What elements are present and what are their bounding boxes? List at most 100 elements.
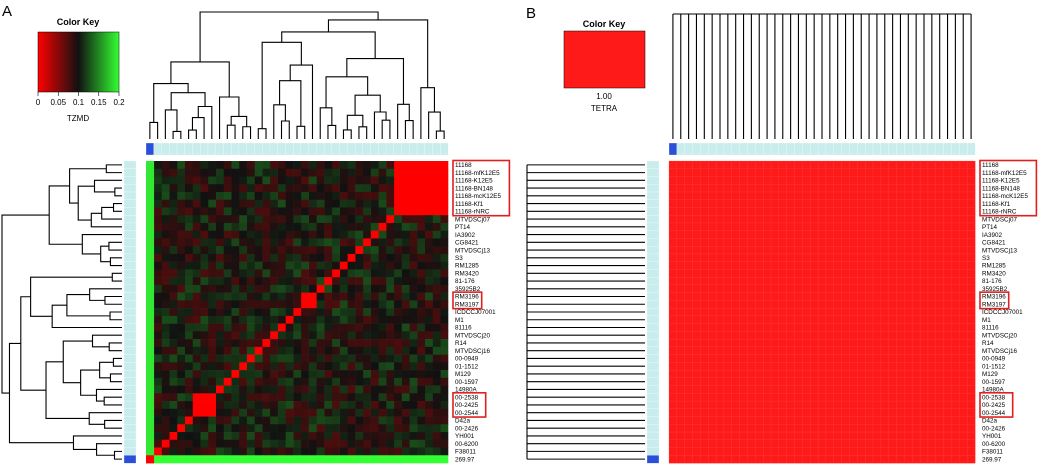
heatmap-a-cell <box>161 161 170 170</box>
heatmap-b-cell <box>700 362 709 371</box>
heatmap-b-cell <box>833 354 843 363</box>
heatmap-a-row-label: PT14 <box>455 224 471 231</box>
heatmap-b-cell <box>904 176 913 185</box>
heatmap-b-cell <box>912 199 921 208</box>
heatmap-a-cell <box>401 168 410 177</box>
heatmap-b-cell <box>731 431 741 441</box>
heatmap-b-row-label: 00-2425 <box>982 402 1006 409</box>
heatmap-b-cell <box>935 269 945 278</box>
heatmap-a-cell <box>207 215 216 224</box>
heatmap-a-cell <box>223 308 232 317</box>
heatmap-a-cell <box>262 215 271 224</box>
heatmap-a-cell <box>254 308 263 317</box>
heatmap-b-cell <box>880 277 890 286</box>
heatmap-a-cell <box>370 455 379 464</box>
heatmap-a-cell <box>238 315 247 324</box>
heatmap-b-cell <box>857 176 866 185</box>
heatmap-b-cell <box>770 199 780 208</box>
heatmap-b-cell <box>833 308 843 317</box>
heatmap-a-cell <box>176 339 186 348</box>
heatmap-a-cell <box>424 447 433 456</box>
heatmap-b-cell <box>731 269 741 278</box>
heatmap-a-cell <box>355 261 364 270</box>
heatmap-b-cell <box>755 253 764 263</box>
heatmap-a-cell <box>308 401 317 410</box>
heatmap-a-cell <box>215 253 224 262</box>
heatmap-a-cell <box>269 300 278 309</box>
heatmap-b-cell <box>802 269 811 278</box>
heatmap-b-cell <box>904 230 913 239</box>
row-side-color <box>646 338 660 348</box>
heatmap-b-cell <box>865 431 874 441</box>
heatmap-b-cell <box>872 246 882 255</box>
heatmap-b-cell <box>888 424 897 433</box>
heatmap-b-cell <box>872 424 882 433</box>
heatmap-b-cell <box>927 176 937 185</box>
heatmap-a-cell <box>200 370 209 379</box>
heatmap-a-cell <box>207 284 216 293</box>
heatmap-b-cell <box>684 400 693 410</box>
heatmap-a-cell <box>300 331 309 340</box>
heatmap-b-cell <box>833 393 843 402</box>
heatmap-b-cell <box>919 191 929 201</box>
heatmap-b-cell <box>927 431 937 441</box>
heatmap-b-cell <box>857 215 866 224</box>
heatmap-a-cell <box>153 354 162 363</box>
heatmap-a-cell <box>417 432 426 441</box>
heatmap-a-cell <box>254 261 263 270</box>
heatmap-b-cell <box>810 354 819 363</box>
heatmap-a-cell <box>401 284 410 293</box>
column-dendrogram-a-link <box>381 119 391 139</box>
heatmap-a-cell <box>300 308 309 317</box>
row-side-color <box>646 354 660 363</box>
heatmap-b-cell <box>833 246 843 255</box>
row-side-color <box>646 261 660 270</box>
heatmap-a-cell <box>184 277 193 286</box>
heatmap-b-row-label: CG8421 <box>982 240 1006 247</box>
heatmap-a-cell <box>424 323 433 332</box>
heatmap-b-cell <box>794 160 803 170</box>
heatmap-b-cell <box>715 184 725 193</box>
heatmap-a-row-label: F38011 <box>455 449 476 456</box>
heatmap-b-cell <box>755 284 764 294</box>
heatmap-b-cell <box>676 362 686 371</box>
heatmap-a-cell <box>355 215 364 224</box>
heatmap-b-cell <box>880 215 890 224</box>
heatmap-a-cell <box>277 455 286 464</box>
heatmap-a-cell <box>169 416 178 425</box>
heatmap-b-cell <box>778 230 788 239</box>
column-side-color <box>362 142 372 156</box>
heatmap-b-cell <box>896 447 905 456</box>
heatmap-b-cell <box>715 431 725 441</box>
heatmap-a-cell <box>246 455 255 464</box>
heatmap-a-cell <box>324 339 333 348</box>
heatmap-a-cell <box>238 199 247 208</box>
heatmap-a-cell <box>424 315 433 324</box>
heatmap-a-cell <box>161 292 170 301</box>
heatmap-b-cell <box>865 230 874 239</box>
row-side-color <box>123 215 137 224</box>
column-side-color <box>770 142 780 156</box>
heatmap-b-cell <box>770 439 780 448</box>
heatmap-a-cell <box>293 401 302 410</box>
heatmap-a-cell <box>331 215 340 224</box>
heatmap-b-cell <box>951 292 960 301</box>
heatmap-a-cell <box>169 362 178 371</box>
heatmap-b-cell <box>731 222 741 232</box>
heatmap-b-cell <box>794 292 803 301</box>
heatmap-a-cell <box>370 207 379 216</box>
heatmap-a-cell <box>440 168 449 177</box>
heatmap-a-cell <box>324 346 333 355</box>
heatmap-b-cell <box>700 385 709 394</box>
heatmap-a-cell <box>417 408 426 417</box>
heatmap-b-cell <box>755 230 764 239</box>
heatmap-a-cell <box>254 346 263 355</box>
heatmap-b-cell <box>700 439 709 448</box>
heatmap-a-cell <box>324 215 333 224</box>
heatmap-b-cell <box>872 168 882 177</box>
heatmap-a-cell <box>424 176 433 185</box>
heatmap-b-cell <box>833 184 843 193</box>
heatmap-a-cell <box>176 455 186 464</box>
heatmap-b-cell <box>723 261 733 270</box>
heatmap-b-cell <box>802 455 811 464</box>
